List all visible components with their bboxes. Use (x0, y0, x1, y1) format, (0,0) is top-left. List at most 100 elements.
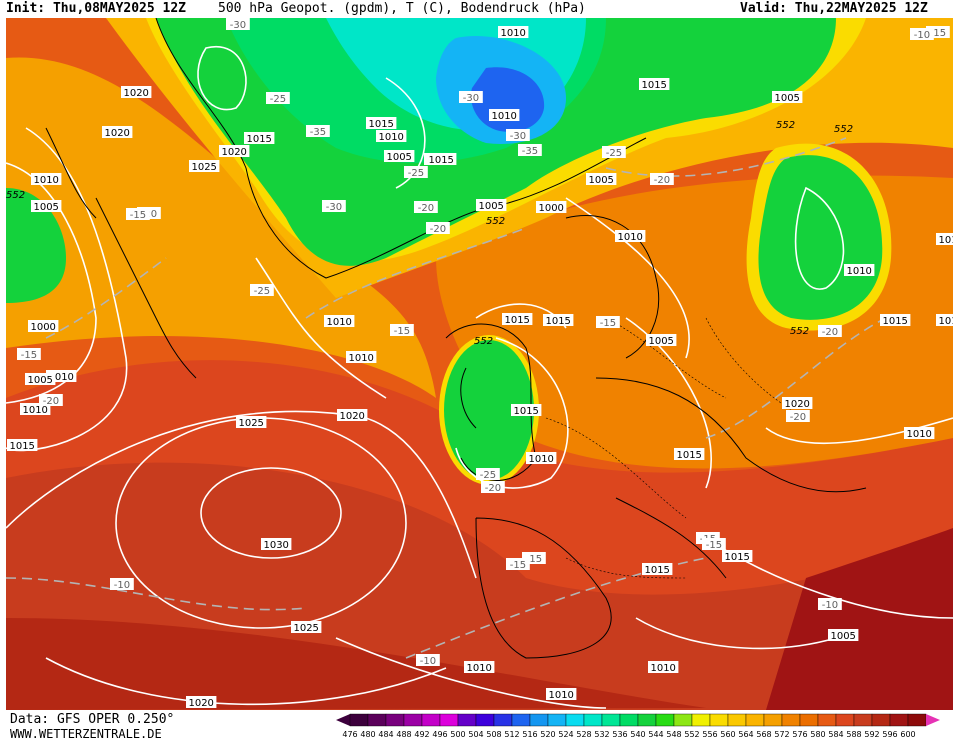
isobar-label: 1025 (238, 418, 263, 429)
isobar-label-box (642, 563, 673, 575)
weather-map: 1005101010001010102010201025102010151015… (6, 18, 953, 710)
isotherm-label-box (910, 28, 934, 40)
isobar-label: 1010 (33, 175, 58, 186)
isobar-label: 1010 (348, 353, 373, 364)
isotherm-label-box (250, 284, 274, 296)
legend-swatch (493, 713, 513, 727)
isobar-label: 1010 (650, 663, 675, 674)
isotherm-label: -30 (326, 202, 342, 213)
isobar-label: 1010 (491, 111, 516, 122)
legend-swatch (475, 713, 495, 727)
geopot-label: 552 (6, 190, 25, 201)
isotherm-label: -10 (114, 580, 130, 591)
isobar-label-box (102, 126, 133, 138)
isobar-label-box (936, 314, 953, 326)
isotherm-label-box (518, 144, 542, 156)
legend-swatch (709, 713, 729, 727)
isotherm-label-box (414, 201, 438, 213)
isobar-label-box (25, 373, 56, 385)
legend-value-label: 508 (486, 730, 501, 739)
isobar-label: 1010 (22, 405, 47, 416)
isobar-label-box (244, 132, 275, 144)
legend-value-label: 488 (396, 730, 411, 739)
legend-swatch (853, 713, 873, 727)
legend-value-label: 516 (522, 730, 537, 739)
isotherm-label-box (110, 578, 134, 590)
legend-swatch (871, 713, 891, 727)
legend-swatch (673, 713, 693, 727)
isotherm-label: -30 (510, 131, 526, 142)
isobar-label-box (7, 439, 38, 451)
isobar-label: 1020 (784, 399, 809, 410)
isotherm-label-box (602, 146, 626, 158)
isobar-label: 1015 (428, 155, 453, 166)
isobar-label-box (936, 233, 953, 245)
isobar-label: 1005 (27, 375, 52, 386)
isobar-label: 1005 (774, 93, 799, 104)
legend-swatch (529, 713, 549, 727)
isobar-label: 1030 (263, 540, 288, 551)
legend-swatch (727, 713, 747, 727)
legend-value-label: 524 (558, 730, 573, 739)
isobar-label: 1010 (548, 690, 573, 701)
isobar-label-box (904, 427, 935, 439)
isobar-label: 1000 (538, 203, 563, 214)
isobar-label: 1020 (123, 88, 148, 99)
isobar-label: 1015 (368, 119, 393, 130)
legend-swatch (745, 713, 765, 727)
isotherm-label: -25 (270, 94, 286, 105)
isotherm-label-box (506, 558, 530, 570)
legend-swatch (781, 713, 801, 727)
legend-swatch (619, 713, 639, 727)
isobar-label: 1000 (30, 322, 55, 333)
legend-swatch (439, 713, 459, 727)
legend-value-label: 544 (648, 730, 663, 739)
legend-value-label: 496 (432, 730, 447, 739)
isobar-label-box (646, 334, 677, 346)
isotherm-label: -15 (600, 318, 616, 329)
legend-value-label: 560 (720, 730, 735, 739)
legend-swatch (457, 713, 477, 727)
isotherm-label-box (481, 481, 505, 493)
isobar-label-box (261, 538, 292, 550)
legend-swatch (421, 713, 441, 727)
legend-value-label: 548 (666, 730, 681, 739)
isobar-label-box (498, 26, 529, 38)
isobar-label-box (543, 314, 574, 326)
isotherm-label: -15 (21, 350, 37, 361)
legend-swatch (583, 713, 603, 727)
isobar-label: 1015 (9, 441, 34, 452)
isobar-label-box (121, 86, 152, 98)
legend-value-label: 580 (810, 730, 825, 739)
color-legend: 476 480 484 488 492 496 500 504 508 512 516 520 524 5… (336, 713, 940, 739)
isotherm-label: -10 (420, 656, 436, 667)
isobar-label: 1015 (545, 316, 570, 327)
legend-value-label: 520 (540, 730, 555, 739)
isobar-label: 1010 (938, 316, 953, 327)
isobar-label: 1010 (617, 232, 642, 243)
legend-swatch (511, 713, 531, 727)
isobar-label-box (464, 661, 495, 673)
isobar-label-box (782, 397, 813, 409)
legend-value-label: 588 (846, 730, 861, 739)
isobar-label-box (722, 550, 753, 562)
isobar-label-box (31, 200, 62, 212)
isotherm-label: -35 (310, 127, 326, 138)
isobar-label-box (526, 452, 557, 464)
isotherm-label-box (17, 348, 41, 360)
legend-value-label: 576 (792, 730, 807, 739)
isobar-label: 1015 (644, 565, 669, 576)
legend-swatch (835, 713, 855, 727)
legend-value-label: 528 (576, 730, 591, 739)
isotherm-label-box (596, 316, 620, 328)
isobar-label: 1005 (33, 202, 58, 213)
isotherm-label: -15 (510, 560, 526, 571)
geopot-band-596 (766, 528, 953, 710)
isobar-label: 1005 (386, 152, 411, 163)
isobar-label-box (426, 153, 457, 165)
isobar-label-box (186, 696, 217, 708)
isotherm-label-box (459, 91, 483, 103)
isotherm-label: -10 (822, 600, 838, 611)
legend-swatch (655, 713, 675, 727)
legend-value-label: 540 (630, 730, 645, 739)
